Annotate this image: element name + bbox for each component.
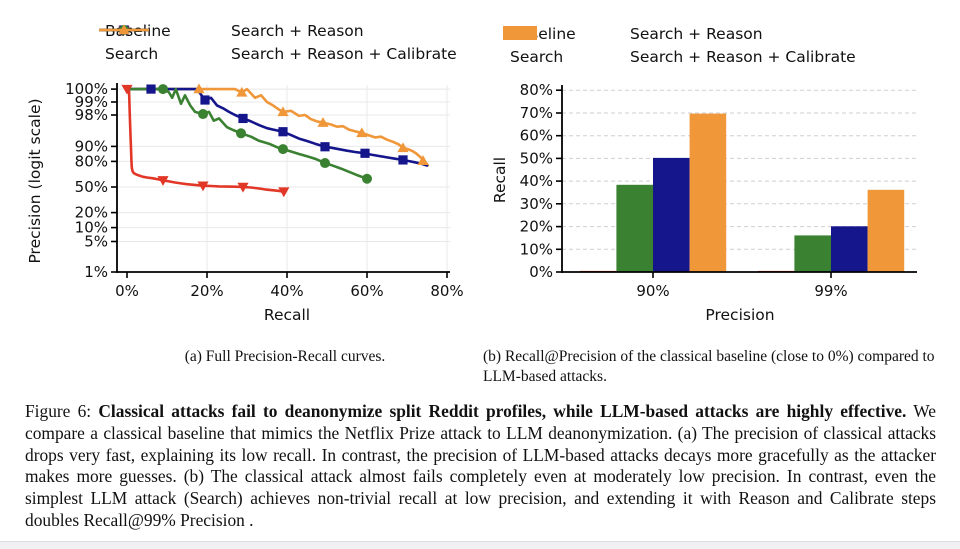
y-tick-label: 10% (520, 240, 553, 258)
legend-label: Search + Reason (630, 25, 763, 43)
legend-color-swatch (503, 26, 537, 40)
x-tick-label: 20% (190, 282, 223, 300)
x-tick-label: 0% (115, 282, 139, 300)
marker-circle (158, 84, 168, 95)
marker-square (238, 113, 248, 124)
legend-label: Search + Reason + Calibrate (231, 45, 457, 63)
legend-label: Search + Reason (231, 22, 364, 40)
marker-triangle-up (417, 155, 429, 165)
recall-bars-chart: 0% 10% 20% 30% 40% 50% 60% 70% 80% 90% 99% (520, 81, 917, 300)
y-tick-label: 1% (84, 263, 108, 281)
legend-patch (503, 26, 537, 40)
y-tick-label: 20% (520, 218, 553, 236)
marker-square (146, 84, 156, 94)
y-tick-label: 60% (520, 127, 553, 145)
marker-circle (320, 158, 330, 169)
x-tick-label: 40% (270, 282, 303, 300)
legend-item-search: Search (98, 25, 224, 63)
curve-search (125, 87, 369, 180)
bar-search-reason (653, 157, 690, 272)
marker-triangle-up (277, 106, 289, 117)
marker-triangle-up (317, 117, 329, 127)
marker-square (320, 142, 330, 152)
panel-a-xlabel: Recall (263, 306, 311, 324)
marker-circle (236, 128, 246, 139)
marker-triangle-down (237, 182, 249, 193)
marker-triangle-up (356, 127, 368, 138)
page-edge-strip (0, 541, 960, 549)
marker-circle (198, 109, 208, 120)
panel-b-xlabel: Precision (705, 306, 775, 324)
marker-triangle-down (121, 84, 133, 95)
y-tick-label: 99% (75, 93, 108, 111)
y-tick-label: 20% (75, 204, 108, 222)
legend-item-search-reason-calibrate: Search + Reason + Calibrate (99, 24, 457, 63)
figure-caption-rest: We compare a classical baseline that mim… (25, 401, 936, 530)
panel-b-caption: (b) Recall@Precision of the classical ba… (483, 348, 935, 385)
x-tick-label: 80% (430, 282, 463, 300)
legend-item-search-reason-calibrate: Search + Reason + Calibrate (503, 26, 856, 66)
panel-b-legend: Baseline Search + Reason Search Search + Re… (503, 25, 856, 66)
marker-triangle-up (193, 83, 205, 94)
marker-square (398, 155, 408, 165)
marker-circle (278, 144, 288, 155)
marker-triangle-up (397, 142, 409, 153)
panel-a-ylabel: Precision (logit scale) (26, 98, 44, 264)
bar-search (794, 235, 831, 272)
x-tick-label: 60% (350, 282, 383, 300)
curve-search-reason (125, 87, 429, 167)
panel-a-caption: (a) Full Precision-Recall curves. (184, 348, 386, 365)
marker-triangle-up (236, 86, 248, 97)
marker-triangle-down (157, 176, 169, 186)
legend-item-search-reason: Search + Reason (503, 25, 856, 43)
bar-search-reason (831, 226, 868, 272)
figure-caption: Figure 6: Classical attacks fail to dean… (25, 401, 936, 532)
y-tick-label: 90% (75, 137, 108, 155)
bar-search (616, 184, 653, 272)
figure-caption-prefix: Figure 6: (25, 401, 99, 421)
legend-line-marker-swatch (99, 24, 149, 35)
y-tick-label: 0% (529, 263, 553, 281)
marker-square (360, 148, 370, 158)
curve-search-reason-calibrate (125, 87, 430, 167)
pr-curves-chart: 100%99%98%90%80%50%20%10%5%1%0% 20% 40% 60%… (65, 80, 464, 300)
marker-triangle-down (278, 187, 290, 198)
y-tick-label: 50% (75, 178, 108, 196)
y-tick-label: 30% (520, 195, 553, 213)
legend-item-search-reason: Search + Reason (99, 22, 457, 40)
figure-caption-bold: Classical attacks fail to deanonymize sp… (98, 401, 907, 421)
marker-circle (362, 173, 372, 184)
x-tick-label: 90% (636, 282, 669, 300)
marker-triangle-down (197, 181, 209, 192)
bar-search-reason-calibrate (689, 113, 727, 272)
marker-square (278, 127, 288, 137)
panel-b-ylabel: Recall (491, 156, 509, 204)
marker-square (200, 95, 210, 105)
x-tick-label: 99% (814, 282, 847, 300)
legend-item-search: Search (503, 26, 623, 66)
legend-label: Search (510, 48, 564, 66)
y-tick-label: 98% (75, 106, 108, 124)
bar-search-reason-calibrate (867, 189, 905, 272)
y-tick-label: 5% (84, 233, 108, 251)
y-tick-label: 100% (65, 80, 108, 98)
legend-label: Search (105, 45, 159, 63)
y-tick-label: 80% (520, 81, 553, 99)
y-tick-label: 50% (520, 149, 553, 167)
y-tick-label: 40% (520, 172, 553, 190)
y-tick-label: 80% (75, 152, 108, 170)
curve-baseline (125, 87, 286, 193)
y-tick-label: 70% (520, 104, 553, 122)
marker-triangle-up (118, 24, 130, 35)
y-tick-label: 10% (75, 219, 108, 237)
legend-label: Search + Reason + Calibrate (630, 48, 856, 66)
